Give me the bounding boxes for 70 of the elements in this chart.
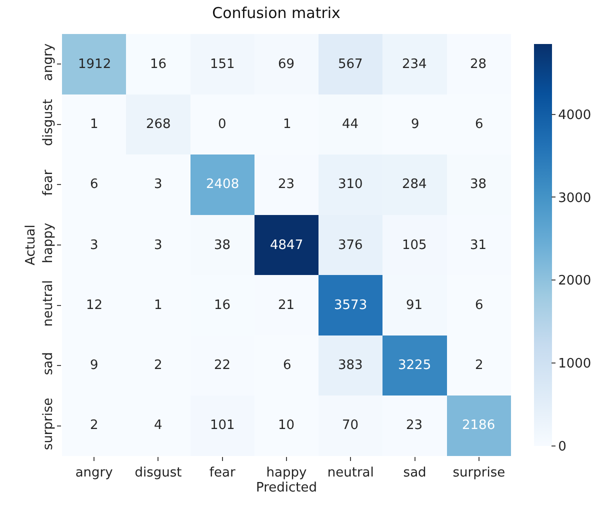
color-bar-label: 3000	[558, 190, 592, 206]
data-label: 31	[470, 238, 487, 253]
data-label: 151	[210, 57, 235, 72]
data-label: 376	[338, 238, 363, 253]
color-bar-label: 1000	[558, 356, 592, 372]
data-label: 6	[90, 177, 98, 192]
data-label: 21	[278, 298, 295, 313]
data-label: 6	[283, 358, 292, 373]
data-label: 38	[214, 238, 231, 253]
y-tick-label: angry	[40, 43, 56, 81]
data-label: 4847	[270, 238, 304, 253]
data-label: 234	[402, 57, 427, 72]
data-label: 3225	[398, 358, 432, 373]
data-label: 3	[154, 177, 162, 192]
data-label: 2408	[206, 177, 240, 192]
color-bar-label: 2000	[558, 274, 592, 289]
data-label: 23	[406, 418, 423, 433]
data-label: 6	[475, 298, 484, 313]
x-axis-title: Predicted	[256, 480, 318, 496]
data-label: 0	[218, 117, 226, 132]
x-tick-label: fear	[209, 466, 236, 481]
data-label: 1	[283, 117, 292, 132]
data-label: 9	[411, 117, 420, 132]
data-label: 3573	[334, 298, 368, 313]
data-label: 3	[90, 238, 98, 253]
data-label: 91	[406, 298, 423, 313]
data-label: 44	[342, 117, 359, 132]
data-label: 2	[90, 418, 98, 433]
x-tick-label: happy	[266, 466, 308, 481]
data-label: 38	[470, 177, 487, 192]
x-tick-label: disgust	[134, 466, 182, 481]
y-tick-label: happy	[40, 222, 56, 264]
data-label: 2186	[462, 418, 496, 433]
data-label: 284	[402, 177, 427, 192]
data-label: 1912	[78, 57, 112, 72]
data-label: 268	[146, 117, 171, 132]
data-label: 28	[470, 57, 487, 72]
data-label: 22	[214, 358, 231, 373]
y-tick-label: sad	[40, 352, 56, 376]
data-label: 2	[475, 358, 484, 373]
data-label: 567	[338, 57, 363, 72]
x-tick-label: angry	[75, 466, 114, 481]
x-tick-label: sad	[403, 466, 426, 481]
data-label: 1	[90, 117, 98, 132]
y-axis-title: Actual	[24, 224, 39, 266]
data-label: 101	[210, 418, 235, 433]
data-label: 105	[402, 238, 427, 253]
data-label: 10	[278, 418, 295, 433]
chart-title: Confusion matrix	[212, 4, 341, 22]
data-label: 6	[475, 117, 484, 132]
data-label: 3	[154, 238, 162, 253]
data-label: 9	[90, 358, 98, 373]
data-label: 2	[154, 358, 162, 373]
y-tick-label: neutral	[40, 280, 56, 327]
y-tick-label: fear	[40, 169, 56, 196]
data-label: 4	[154, 418, 162, 433]
data-label: 310	[338, 177, 363, 192]
data-label: 12	[86, 298, 103, 313]
y-tick-label: disgust	[40, 98, 56, 146]
data-label: 16	[214, 298, 231, 313]
x-tick-label: surprise	[452, 466, 506, 481]
data-label: 69	[278, 57, 295, 72]
data-label: 383	[338, 358, 363, 373]
data-label: 1	[154, 298, 162, 313]
color-bar-label: 0	[558, 440, 566, 455]
data-label: 70	[342, 418, 359, 433]
x-tick-label: neutral	[327, 466, 374, 481]
color-bar-label: 4000	[558, 108, 592, 123]
data-label: 16	[150, 57, 167, 72]
data-label: 23	[278, 177, 295, 192]
